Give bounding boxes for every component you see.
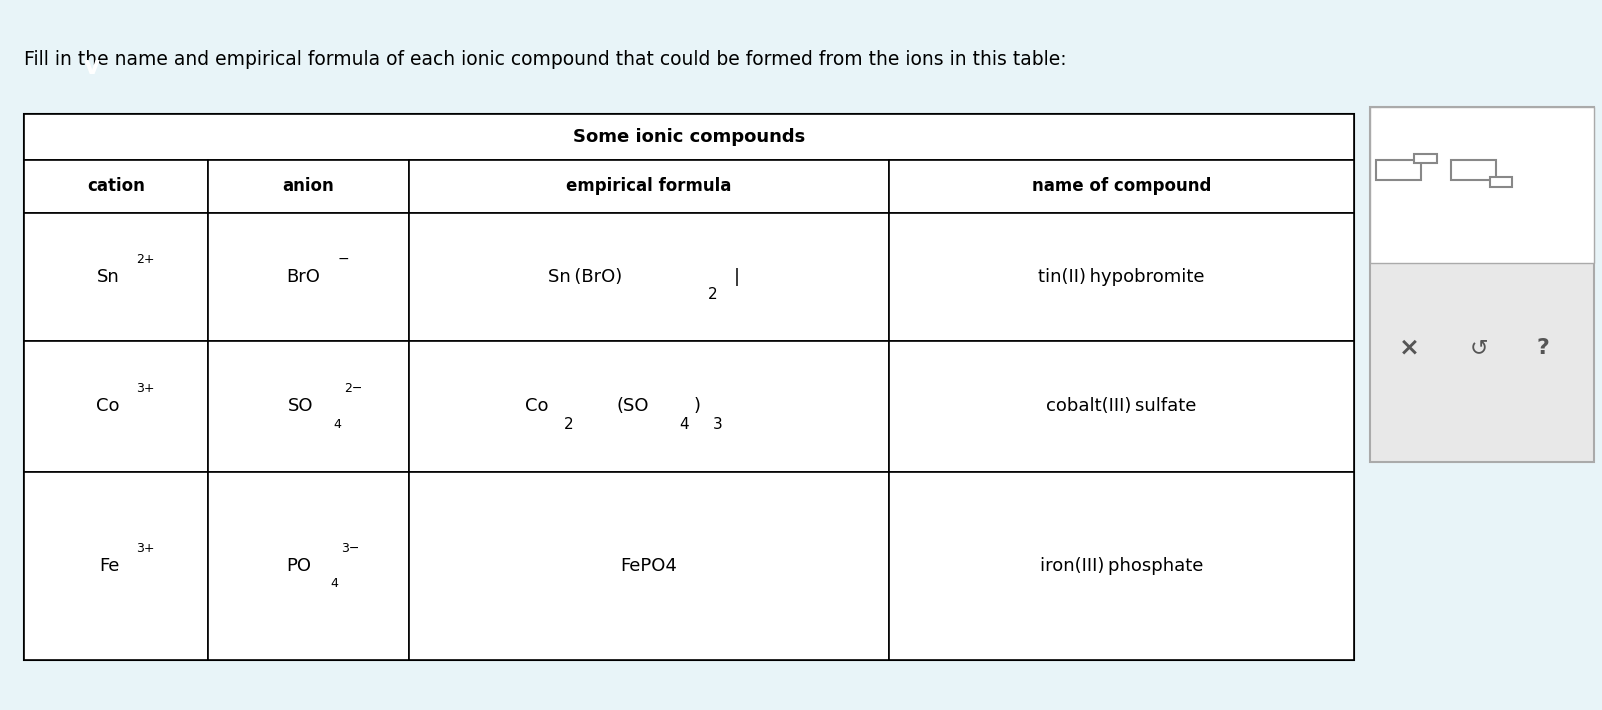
FancyBboxPatch shape (1451, 160, 1496, 180)
FancyBboxPatch shape (24, 472, 208, 660)
FancyBboxPatch shape (24, 341, 208, 472)
Text: ): ) (694, 398, 700, 415)
FancyBboxPatch shape (409, 160, 889, 213)
Text: (SO: (SO (617, 398, 649, 415)
FancyBboxPatch shape (889, 213, 1354, 341)
FancyBboxPatch shape (208, 160, 409, 213)
Text: 2+: 2+ (136, 253, 154, 266)
Text: 2: 2 (564, 417, 574, 432)
Text: Sn: Sn (96, 268, 120, 286)
FancyBboxPatch shape (409, 472, 889, 660)
Text: empirical formula: empirical formula (566, 178, 732, 195)
Text: anion: anion (282, 178, 335, 195)
Text: SO: SO (288, 398, 312, 415)
Text: Co: Co (96, 398, 120, 415)
Text: 4: 4 (330, 577, 338, 591)
Text: BrO: BrO (287, 268, 320, 286)
FancyBboxPatch shape (409, 341, 889, 472)
Text: v: v (83, 55, 101, 79)
FancyBboxPatch shape (889, 341, 1354, 472)
FancyBboxPatch shape (24, 160, 208, 213)
FancyBboxPatch shape (1370, 106, 1594, 263)
Text: Fe: Fe (99, 557, 120, 575)
FancyBboxPatch shape (1370, 106, 1594, 462)
Text: Fill in the name and empirical formula of each ionic compound that could be form: Fill in the name and empirical formula o… (24, 50, 1067, 69)
FancyBboxPatch shape (208, 213, 409, 341)
Text: PO: PO (287, 557, 311, 575)
Text: Some ionic compounds: Some ionic compounds (574, 128, 804, 146)
Text: −: − (338, 252, 349, 266)
FancyBboxPatch shape (24, 114, 1354, 160)
Text: iron(III) phosphate: iron(III) phosphate (1040, 557, 1203, 575)
Text: 2−: 2− (344, 382, 362, 395)
Text: FePO4: FePO4 (620, 557, 678, 575)
FancyBboxPatch shape (1415, 153, 1437, 163)
Text: 4: 4 (679, 417, 689, 432)
FancyBboxPatch shape (1490, 178, 1512, 187)
FancyBboxPatch shape (208, 472, 409, 660)
Text: ×: × (1399, 336, 1421, 360)
Text: 4: 4 (333, 417, 341, 431)
Text: 3+: 3+ (136, 542, 154, 555)
Text: Co: Co (525, 398, 548, 415)
FancyBboxPatch shape (889, 160, 1354, 213)
Text: 2: 2 (708, 287, 718, 302)
FancyBboxPatch shape (208, 341, 409, 472)
Text: Sn (BrO): Sn (BrO) (548, 268, 622, 286)
Text: 3−: 3− (341, 542, 359, 555)
Text: cobalt(III) sulfate: cobalt(III) sulfate (1046, 398, 1197, 415)
Text: ?: ? (1536, 338, 1549, 358)
FancyBboxPatch shape (1376, 160, 1421, 180)
FancyBboxPatch shape (24, 114, 1354, 660)
Text: tin(II) hypobromite: tin(II) hypobromite (1038, 268, 1205, 286)
FancyBboxPatch shape (889, 472, 1354, 660)
FancyBboxPatch shape (409, 213, 889, 341)
Text: 3: 3 (713, 417, 723, 432)
Text: cation: cation (87, 178, 146, 195)
Text: ↺: ↺ (1469, 338, 1488, 358)
Text: name of compound: name of compound (1032, 178, 1211, 195)
Text: 3+: 3+ (136, 382, 154, 395)
Text: |: | (734, 268, 740, 286)
FancyBboxPatch shape (24, 213, 208, 341)
